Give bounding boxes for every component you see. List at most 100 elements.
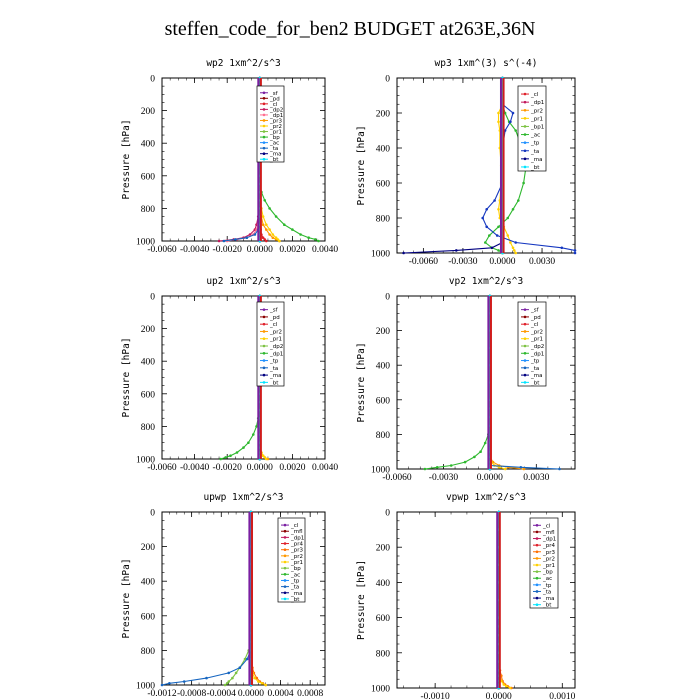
data-point [495,234,499,237]
plot-panel-3: vp2 1xm^2/s^3 Pressure [hPa] 0 200 400 600 800… [356,276,576,483]
data-point [248,233,252,236]
legend-marker [262,381,266,384]
legend-entry: _dp1 [542,537,556,543]
data-point [265,228,268,231]
legend-entry: _ac [269,141,279,147]
legend-marker [262,157,266,161]
plot-frame [161,295,326,460]
data-point [268,233,271,236]
legend-marker [262,146,266,150]
legend-marker [535,596,539,600]
figure-title: steffen_code_for_ben2 BUDGET at263E,36N [164,18,536,40]
legend-marker [262,330,266,333]
legend-entry: _bt [269,157,279,163]
x-tick-label: 0.0000 [247,245,273,255]
data-point [558,467,561,471]
data-point [242,446,245,449]
data-point [497,466,501,469]
data-point [255,676,259,680]
data-point [485,208,489,211]
legend-entry: _bt [530,165,540,171]
data-point [497,208,500,211]
legend-marker [283,536,287,539]
data-point [473,455,476,459]
y-tick-label: 600 [376,180,391,190]
data-point [261,236,265,239]
data-point [484,241,487,244]
y-tick-label: 400 [376,145,391,155]
legend-entry: _pr2 [542,556,555,562]
legend-entry: _pd [269,315,280,321]
data-point [168,682,171,685]
panel-title: vp2 1xm^2/s^3 [449,276,523,287]
legend-marker [523,125,527,128]
legend-marker [523,330,527,333]
data-point [245,236,249,239]
series-line-dp1 [227,78,261,242]
legend-entry: _dp1 [290,535,304,541]
y-tick-label: 600 [376,396,391,406]
legend-entry: _dp1 [530,100,544,106]
y-tick-label: 400 [141,358,156,368]
legend-marker [262,373,266,377]
y-tick-label: 400 [141,140,156,150]
legend-entry: _dp2 [530,344,544,350]
legend-entry: _pr1 [269,130,282,136]
data-point [522,181,525,185]
legend-entry: _ta [269,146,278,152]
y-axis-label: Pressure [hPa] [356,125,367,205]
legend-entry: _cl [530,92,539,98]
y-axis-label: Pressure [hPa] [121,558,132,638]
data-point [263,238,267,241]
panel-title: up2 1xm^2/s^3 [206,276,280,287]
y-tick-label: 1000 [371,250,390,260]
data-point [511,246,515,250]
legend-marker [535,557,539,560]
data-point [502,683,506,686]
data-point [182,680,186,683]
x-tick-label: -0.0060 [147,463,177,473]
data-point [271,236,275,239]
legend-entry: _pr1 [542,563,555,569]
y-tick-label: 0 [150,293,155,303]
legend-entry: _tp [290,578,300,584]
data-point [481,216,485,220]
x-tick-label: -0.0060 [409,257,439,267]
legend-box [517,301,547,387]
legend-entry: _dp1 [530,351,544,357]
legend-entry: _sf [530,308,540,314]
legend-marker [283,523,287,527]
data-point [263,199,267,202]
data-point [227,671,230,675]
data-point [463,460,467,464]
x-tick-label: 0.0000 [489,257,515,267]
legend-entry: _pr1 [530,116,543,122]
data-point [490,246,494,250]
data-point [497,111,500,115]
legend-marker [535,537,539,540]
legend-entry: _pr4 [542,543,556,549]
legend-marker [535,570,539,573]
y-tick-label: 400 [376,579,391,589]
panel-title: wp2 1xm^2/s^3 [206,58,280,69]
data-point [479,450,482,454]
y-axis-label: Pressure [hPa] [356,560,367,640]
legend-entry: _dp2 [269,107,283,113]
x-tick-label: 0.0040 [312,245,338,255]
legend-box [517,85,547,172]
legend-marker [523,165,527,169]
legend-marker [523,100,527,104]
data-point [217,239,221,243]
legend-entry: _mfl [290,529,303,535]
legend-entry: _mfl [542,530,555,536]
y-tick-label: 400 [141,578,156,588]
data-point [160,683,164,687]
legend-marker [535,576,539,580]
data-point [505,684,508,688]
plot-panel-4: upwp 1xm^2/s^3 Pressure [hPa] 0 200 400 600 80… [121,492,326,699]
data-point [485,225,489,229]
legend-entry: _ac [542,576,552,582]
data-point [255,425,258,428]
legend-entry: _ma [269,152,281,158]
